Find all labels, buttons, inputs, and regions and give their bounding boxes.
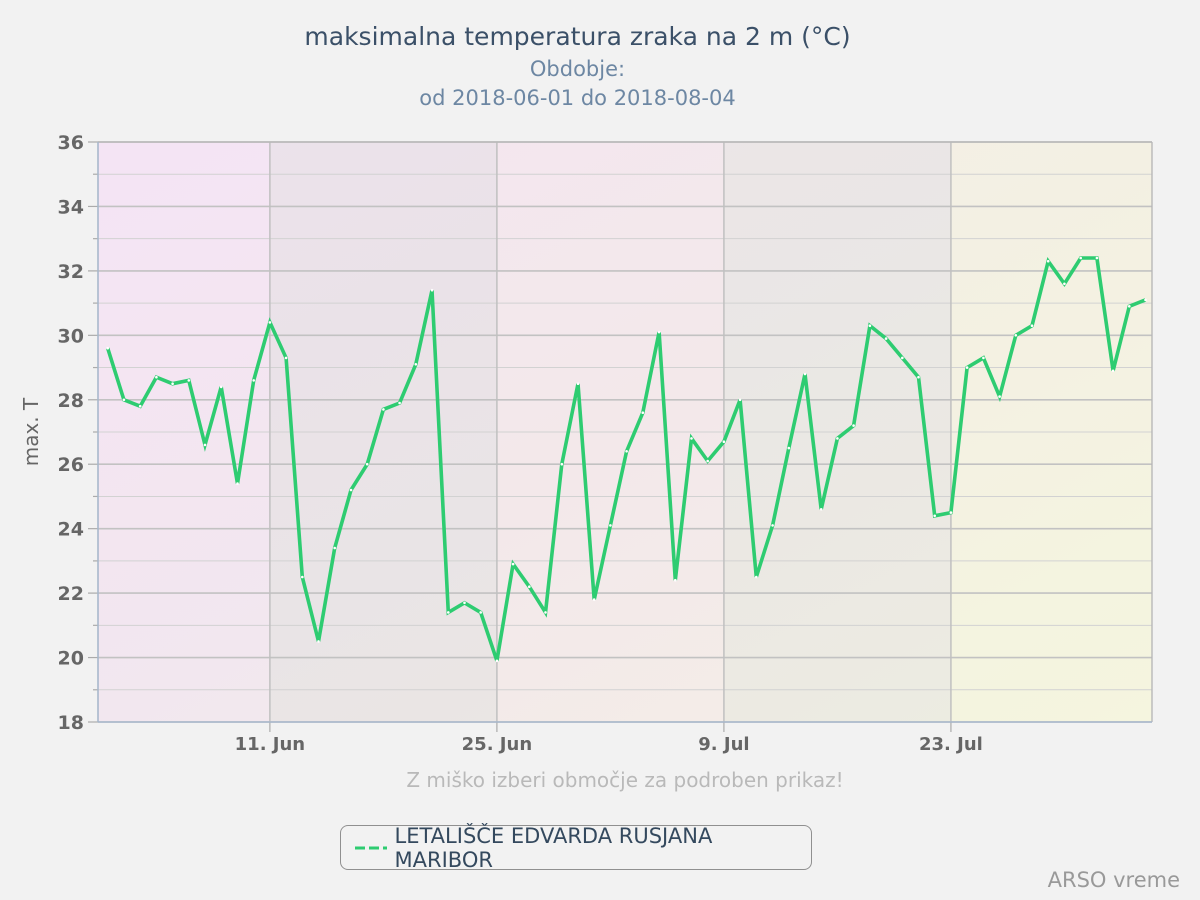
data-point[interactable] [560,462,564,466]
data-point[interactable] [884,337,888,340]
data-point[interactable] [349,488,353,492]
data-point[interactable] [868,324,872,328]
data-point[interactable] [122,398,126,402]
data-point[interactable] [771,524,774,527]
data-point[interactable] [284,356,288,360]
y-tick-label: 28 [58,390,84,412]
y-tick-label: 22 [58,583,84,605]
data-point[interactable] [511,562,515,566]
data-point[interactable] [268,321,272,324]
data-point[interactable] [382,408,385,411]
data-point[interactable] [917,375,920,379]
data-point[interactable] [852,424,855,427]
data-point[interactable] [787,446,791,450]
data-point[interactable] [219,385,223,389]
data-point[interactable] [609,524,612,527]
data-point[interactable] [1095,256,1099,260]
data-point[interactable] [155,375,158,379]
y-axis-title: max. T [19,397,43,466]
data-point[interactable] [965,366,969,369]
data-point[interactable] [998,395,1001,398]
data-point[interactable] [1128,305,1131,308]
data-point[interactable] [463,601,466,605]
data-point[interactable] [803,372,807,376]
data-point[interactable] [576,382,580,386]
x-tick-label: 11. Jun [235,734,305,755]
data-point[interactable] [106,346,109,350]
data-point[interactable] [333,546,337,550]
y-tick-label: 30 [58,325,84,347]
credits-label[interactable]: ARSO vreme [1047,868,1180,892]
data-point[interactable] [171,382,174,386]
data-point[interactable] [1063,282,1066,286]
data-point[interactable] [317,640,320,643]
data-point[interactable] [819,508,823,511]
zoom-hint: Z miško izberi območje za podroben prika… [406,768,844,792]
legend-item[interactable]: LETALIŠČE EDVARDA RUSJANA MARIBOR [340,823,812,872]
data-point[interactable] [479,611,483,614]
y-tick-label: 20 [58,648,84,670]
data-point[interactable] [674,578,677,582]
data-point[interactable] [1030,324,1034,328]
data-point[interactable] [203,443,207,447]
data-point[interactable] [901,356,904,360]
data-point[interactable] [138,404,142,408]
data-point[interactable] [836,437,839,440]
data-point[interactable] [1079,256,1082,260]
y-tick-label: 18 [58,712,84,734]
data-point[interactable] [625,450,628,453]
data-point[interactable] [949,511,953,514]
data-point[interactable] [236,482,239,485]
data-point[interactable] [641,411,645,415]
x-tick-label: 9. Jul [698,734,749,755]
y-tick-label: 24 [58,519,84,541]
data-point[interactable] [657,330,661,334]
data-point[interactable] [495,659,499,663]
y-tick-label: 36 [58,132,84,154]
chart-subtitle-range: od 2018-06-01 do 2018-08-04 [419,86,736,110]
data-point[interactable] [755,575,758,579]
x-tick-label: 25. Jun [462,734,532,755]
legend-label: LETALIŠČE EDVARDA RUSJANA MARIBOR [394,823,713,872]
legend-line-icon [355,846,387,849]
data-point[interactable] [398,401,401,405]
data-point[interactable] [592,598,596,601]
chart-title: maksimalna temperatura zraka na 2 m (°C) [304,22,851,51]
data-point[interactable] [1046,259,1050,263]
x-tick-label: 23. Jul [919,734,983,755]
data-point[interactable] [414,363,418,366]
data-point[interactable] [365,462,369,466]
y-tick-label: 34 [58,196,84,218]
data-point[interactable] [738,398,742,402]
data-point[interactable] [528,585,531,588]
data-point[interactable] [690,437,693,440]
data-point[interactable] [430,288,434,292]
data-point[interactable] [187,379,191,382]
y-tick-label: 32 [58,261,84,283]
data-point[interactable] [1144,298,1147,302]
data-point[interactable] [301,575,304,579]
data-point[interactable] [706,459,709,463]
data-point[interactable] [544,611,547,614]
data-point[interactable] [447,611,450,614]
y-tick-label: 26 [58,454,84,476]
data-point[interactable] [982,356,985,360]
data-point[interactable] [1111,369,1115,373]
data-point[interactable] [1014,334,1018,337]
data-point[interactable] [722,440,726,444]
chart-subtitle-period: Obdobje: [529,57,626,81]
data-point[interactable] [933,514,936,518]
data-point[interactable] [252,379,255,382]
